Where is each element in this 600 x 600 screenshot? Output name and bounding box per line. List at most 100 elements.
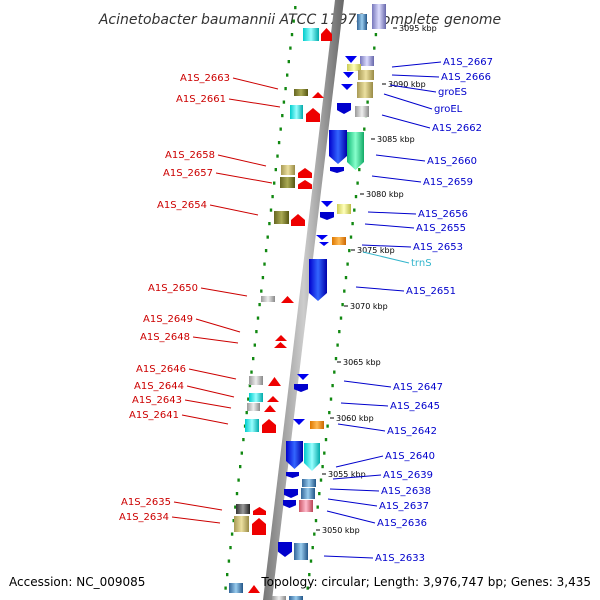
gene-feature-marker[interactable]: [274, 342, 287, 348]
gene-feature[interactable]: [274, 211, 289, 224]
gene-feature-marker[interactable]: [293, 419, 305, 425]
gene-feature-marker[interactable]: [316, 235, 328, 240]
gene-feature[interactable]: [358, 70, 374, 80]
gene-label-A1S_2657[interactable]: A1S_2657: [163, 168, 213, 179]
gene-feature[interactable]: [236, 504, 250, 514]
gene-feature[interactable]: [357, 82, 373, 98]
gene-feature[interactable]: [355, 106, 369, 117]
gene-feature[interactable]: [299, 500, 313, 512]
gene-label-A1S_2633[interactable]: A1S_2633: [375, 553, 425, 564]
gene-feature-arrow[interactable]: [252, 518, 266, 535]
gene-feature[interactable]: [249, 376, 263, 385]
gene-feature[interactable]: [261, 296, 275, 302]
gene-label-A1S_2662[interactable]: A1S_2662: [432, 123, 482, 134]
gene-feature-marker[interactable]: [297, 374, 309, 380]
gene-feature[interactable]: [302, 479, 316, 487]
gene-feature[interactable]: [290, 105, 303, 119]
gene-label-A1S_2666[interactable]: A1S_2666: [441, 72, 491, 83]
gene-feature-arrow[interactable]: [330, 167, 344, 173]
gene-label-A1S_2637[interactable]: A1S_2637: [379, 501, 429, 512]
gene-feature-arrow[interactable]: [309, 259, 327, 301]
gene-label-A1S_2636[interactable]: A1S_2636: [377, 518, 427, 529]
gene-feature-marker[interactable]: [267, 396, 279, 402]
gene-feature-arrow[interactable]: [294, 384, 308, 392]
gene-feature[interactable]: [294, 89, 308, 96]
gene-label-A1S_2642[interactable]: A1S_2642: [387, 426, 437, 437]
gene-label-A1S_2639[interactable]: A1S_2639: [383, 470, 433, 481]
gene-feature-arrow[interactable]: [286, 441, 303, 469]
gene-feature-arrow[interactable]: [298, 180, 312, 189]
gene-feature[interactable]: [229, 583, 243, 593]
gene-label-A1S_2648[interactable]: A1S_2648: [140, 332, 190, 343]
gene-feature[interactable]: [245, 419, 259, 432]
gene-feature-marker[interactable]: [281, 296, 294, 303]
gene-feature-arrow[interactable]: [337, 103, 351, 114]
gene-feature-arrow[interactable]: [253, 507, 266, 515]
gene-feature-arrow[interactable]: [262, 419, 276, 433]
gene-feature[interactable]: [372, 4, 386, 29]
gene-label-A1S_2663[interactable]: A1S_2663: [180, 73, 230, 84]
gene-label-A1S_2654[interactable]: A1S_2654: [157, 200, 207, 211]
gene-label-A1S_2667[interactable]: A1S_2667: [443, 57, 493, 68]
gene-feature-arrow[interactable]: [284, 489, 298, 498]
gene-feature[interactable]: [347, 64, 361, 71]
gene-feature-arrow[interactable]: [298, 168, 312, 178]
gene-feature[interactable]: [357, 14, 367, 30]
gene-feature[interactable]: [360, 56, 374, 66]
rna-label-trnS[interactable]: trnS: [411, 258, 432, 269]
gene-label-A1S_2644[interactable]: A1S_2644: [134, 381, 184, 392]
gene-feature[interactable]: [294, 543, 308, 560]
gene-feature[interactable]: [272, 596, 286, 600]
gene-feature-marker[interactable]: [248, 585, 260, 593]
gene-label-A1S_2641[interactable]: A1S_2641: [129, 410, 179, 421]
gene-feature[interactable]: [301, 488, 315, 499]
gene-feature[interactable]: [280, 177, 295, 188]
gene-feature-arrow[interactable]: [278, 542, 292, 557]
gene-label-A1S_2649[interactable]: A1S_2649: [143, 314, 193, 325]
gene-label-A1S_2650[interactable]: A1S_2650: [148, 283, 198, 294]
gene-feature-arrow[interactable]: [329, 130, 347, 164]
gene-feature[interactable]: [310, 421, 324, 429]
gene-label-A1S_2658[interactable]: A1S_2658: [165, 150, 215, 161]
gene-label-A1S_2634[interactable]: A1S_2634: [119, 512, 169, 523]
gene-label-groEL[interactable]: groEL: [434, 104, 463, 115]
gene-label-A1S_2651[interactable]: A1S_2651: [406, 286, 456, 297]
gene-label-A1S_2653[interactable]: A1S_2653: [413, 242, 463, 253]
gene-feature-arrow[interactable]: [321, 28, 332, 41]
gene-feature-arrow[interactable]: [304, 443, 320, 471]
gene-feature-arrow[interactable]: [347, 132, 364, 170]
gene-feature[interactable]: [289, 596, 303, 600]
gene-label-A1S_2660[interactable]: A1S_2660: [427, 156, 477, 167]
gene-label-A1S_2640[interactable]: A1S_2640: [385, 451, 435, 462]
gene-feature-marker[interactable]: [343, 72, 354, 78]
gene-feature-marker[interactable]: [345, 56, 357, 63]
gene-label-A1S_2647[interactable]: A1S_2647: [393, 382, 443, 393]
gene-feature[interactable]: [332, 237, 346, 245]
gene-feature-marker[interactable]: [275, 335, 287, 341]
gene-feature[interactable]: [303, 28, 319, 41]
gene-label-A1S_2659[interactable]: A1S_2659: [423, 177, 473, 188]
gene-label-A1S_2645[interactable]: A1S_2645: [390, 401, 440, 412]
gene-feature-marker[interactable]: [321, 201, 333, 207]
gene-feature[interactable]: [247, 403, 260, 411]
gene-feature-marker[interactable]: [264, 405, 276, 412]
gene-feature-arrow[interactable]: [283, 500, 296, 508]
gene-feature-marker[interactable]: [341, 84, 353, 90]
gene-feature-marker[interactable]: [268, 377, 281, 386]
gene-label-A1S_2646[interactable]: A1S_2646: [136, 364, 186, 375]
gene-label-groES[interactable]: groES: [438, 87, 467, 98]
gene-label-A1S_2655[interactable]: A1S_2655: [416, 223, 466, 234]
gene-label-A1S_2643[interactable]: A1S_2643: [132, 395, 182, 406]
gene-feature[interactable]: [281, 165, 295, 175]
gene-feature-arrow[interactable]: [291, 214, 305, 226]
gene-feature-marker[interactable]: [312, 92, 324, 98]
gene-feature-arrow[interactable]: [306, 108, 320, 122]
gene-feature-marker[interactable]: [319, 242, 329, 246]
gene-feature[interactable]: [249, 393, 263, 402]
gene-label-A1S_2661[interactable]: A1S_2661: [176, 94, 226, 105]
gene-feature[interactable]: [337, 204, 351, 214]
gene-feature-arrow[interactable]: [286, 472, 299, 478]
gene-label-A1S_2656[interactable]: A1S_2656: [418, 209, 468, 220]
gene-feature-arrow[interactable]: [320, 212, 334, 220]
gene-label-A1S_2638[interactable]: A1S_2638: [381, 486, 431, 497]
